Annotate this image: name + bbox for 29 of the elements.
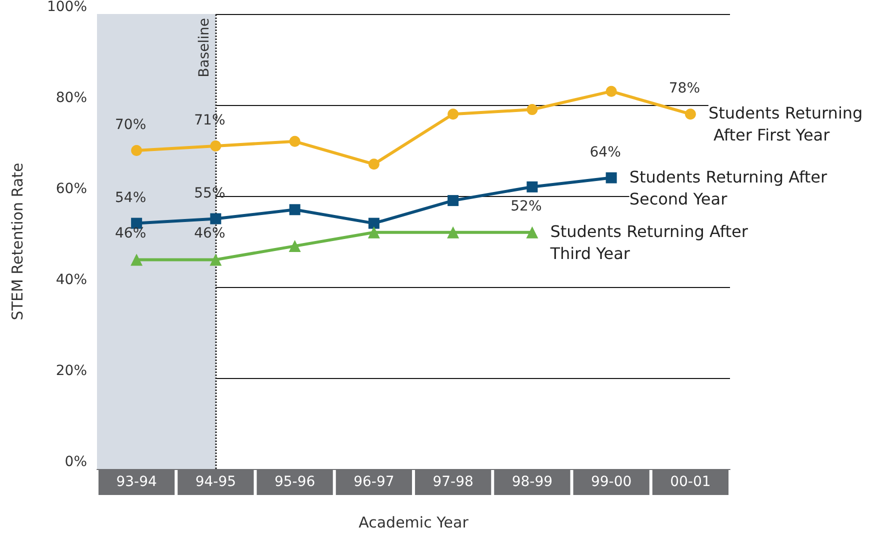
- data-label: 64%: [590, 144, 621, 160]
- data-label: 78%: [668, 80, 700, 97]
- y-tick-label: 40%: [56, 272, 87, 288]
- x-tick-label: 94-95: [195, 474, 236, 490]
- data-label: 54%: [115, 190, 146, 206]
- y-tick-label: 0%: [64, 454, 87, 470]
- series-label: Students Returning After Second Year: [629, 167, 832, 208]
- data-label: 52%: [510, 198, 542, 214]
- x-tick-label: 95-96: [274, 474, 316, 490]
- y-axis-title: STEM Retention Rate: [8, 162, 26, 320]
- x-tick-label: 97-98: [432, 474, 474, 490]
- y-tick-label: 20%: [56, 363, 87, 379]
- data-label: 46%: [115, 226, 146, 242]
- ref-line-label: Baseline: [196, 18, 213, 78]
- series-label: Students Returning After First Year: [708, 104, 863, 145]
- x-tick-label: 98-99: [512, 474, 553, 490]
- x-axis-title: Academic Year: [358, 514, 470, 532]
- y-tick-label: 100%: [46, 0, 87, 15]
- x-tick-label: 96-97: [354, 474, 394, 490]
- series-label: Students Returning After Third Year: [549, 222, 754, 263]
- data-label: 70%: [115, 117, 146, 133]
- x-tick-label: 93-94: [116, 474, 157, 490]
- data-label: 71%: [194, 112, 226, 128]
- y-tick-label: 80%: [56, 90, 87, 106]
- x-tick-label: 00-01: [670, 474, 711, 490]
- x-tick-label: 99-00: [590, 474, 632, 490]
- data-label: 46%: [194, 226, 226, 242]
- y-tick-label: 60%: [56, 181, 87, 197]
- data-label: 55%: [194, 185, 226, 202]
